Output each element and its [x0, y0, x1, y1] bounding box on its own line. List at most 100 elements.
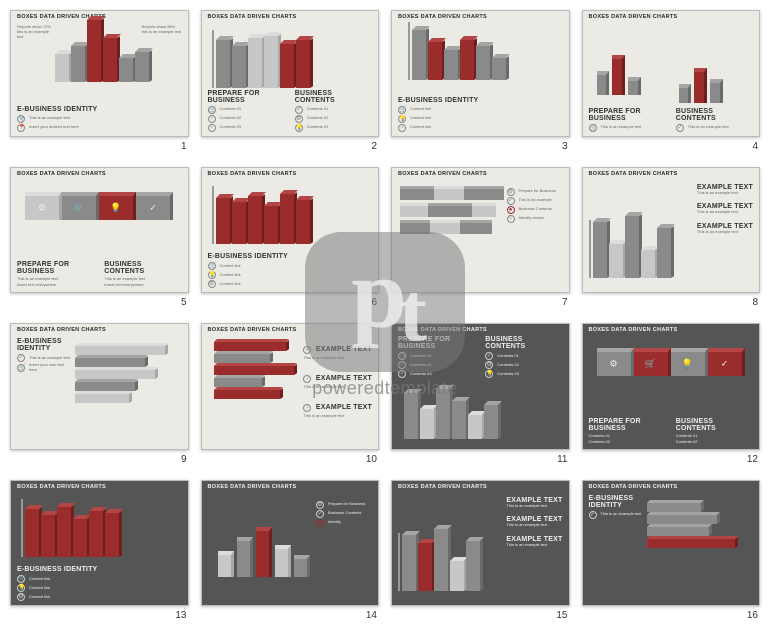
section-list: ✓ This is an example text [676, 124, 753, 132]
slide-title: BOXES DATA DRIVEN CHARTS [17, 484, 106, 490]
list-text: This is an example text [688, 125, 729, 130]
slide-6[interactable]: BOXES DATA DRIVEN CHARTSE-BUSINESS IDENT… [201, 167, 380, 294]
bar [420, 409, 434, 439]
chart-area [593, 216, 671, 278]
bar [468, 415, 482, 439]
bar [460, 40, 474, 80]
section-heading: E-BUSINESS IDENTITY [17, 106, 182, 113]
slide-title: BOXES DATA DRIVEN CHARTS [589, 327, 678, 333]
list-text: Contents 03 [307, 125, 329, 130]
bar [280, 44, 294, 88]
female-icon: ♀ [507, 215, 515, 223]
sections: E-BUSINESS IDENTITY🛒Content link💡Content… [17, 566, 182, 601]
list-text: Contents 02 [410, 363, 432, 368]
slide-8[interactable]: BOXES DATA DRIVEN CHARTSEXAMPLE TEXT Thi… [582, 167, 761, 294]
slide-number: 11 [557, 454, 567, 465]
list-item: 📎This is an example text [17, 115, 182, 123]
section-list: 📎This is an example text📍Insert your des… [17, 115, 182, 132]
slide-cell-1: BOXES DATA DRIVEN CHARTSReports show 72%… [10, 10, 189, 151]
stack-seg [428, 203, 472, 217]
check-icon: ✓ [589, 511, 597, 519]
list-item: ✓Contents 01 [485, 352, 562, 360]
sections: E-BUSINESS IDENTITY✓This is an example t… [17, 338, 71, 373]
slide-number: 14 [366, 610, 377, 621]
slide-title: BOXES DATA DRIVEN CHARTS [398, 14, 487, 20]
slide-9[interactable]: BOXES DATA DRIVEN CHARTSE-BUSINESS IDENT… [10, 323, 189, 450]
slide-10[interactable]: BOXES DATA DRIVEN CHARTS✓ EXAMPLE TEXT T… [201, 323, 380, 450]
list-text: Contents 02 [307, 116, 329, 121]
list-text: Content link [220, 264, 241, 269]
bar [55, 54, 69, 82]
bar [119, 58, 133, 82]
example-line: This is an example text [506, 523, 562, 528]
check-icon: ✓ [295, 106, 303, 114]
list-item: ⚙ Contents 02 [295, 115, 372, 123]
slide-number: 3 [562, 141, 568, 152]
box-segment: ✓ [708, 348, 745, 376]
section-heading: PREPARE FOR BUSINESS [589, 108, 666, 122]
slide-1[interactable]: BOXES DATA DRIVEN CHARTSReports show 72%… [10, 10, 189, 137]
slide-2[interactable]: BOXES DATA DRIVEN CHARTSPREPARE FOR BUSI… [201, 10, 380, 137]
bar [264, 36, 278, 88]
list-text: Content link [410, 116, 431, 121]
cart-icon: 🛒 [645, 359, 656, 370]
slide-3[interactable]: BOXES DATA DRIVEN CHARTS E-BUSINESS IDENT… [391, 10, 570, 137]
bar [25, 509, 39, 557]
slide-5[interactable]: BOXES DATA DRIVEN CHARTS⚙🛒💡✓PREPARE FOR … [10, 167, 189, 294]
hbar [214, 366, 294, 375]
section-list: ✓This is an example text [589, 511, 643, 519]
list-text: Insert text everywhere [17, 283, 56, 288]
sections: E-BUSINESS IDENTITY🛒Content link💡Content… [208, 253, 373, 288]
gear-icon: ⚙ [208, 280, 216, 288]
section-heading: E-BUSINESS IDENTITY [208, 253, 373, 260]
chart-area [25, 507, 119, 557]
slide-11[interactable]: BOXES DATA DRIVEN CHARTSPREPARE FOR BUSI… [391, 323, 570, 450]
sections: PREPARE FOR BUSINESS🛒This is an example … [589, 108, 754, 132]
slide-number: 1 [181, 141, 187, 152]
slide-cell-9: BOXES DATA DRIVEN CHARTSE-BUSINESS IDENT… [10, 323, 189, 464]
slide-14[interactable]: BOXES DATA DRIVEN CHARTS⚙Prepare for Bus… [201, 480, 380, 607]
section-heading: E-BUSINESS IDENTITY [398, 97, 563, 104]
step-bar [294, 555, 310, 577]
slide-title: BOXES DATA DRIVEN CHARTS [398, 484, 487, 490]
list-text: Content link [220, 282, 241, 287]
slide-16[interactable]: BOXES DATA DRIVEN CHARTSE-BUSINESS IDENT… [582, 480, 761, 607]
stack-seg [460, 220, 492, 234]
list-text: Content link [410, 125, 431, 130]
bar [248, 38, 262, 88]
gear-icon: ⚙ [295, 115, 303, 123]
list-item: Contents 02 [589, 440, 666, 445]
slide-15[interactable]: BOXES DATA DRIVEN CHARTSEXAMPLE TEXT Thi… [391, 480, 570, 607]
list-text: Contents 01 [307, 107, 329, 112]
male-icon: ♂ [208, 115, 216, 123]
list-text: Insert text everywhere [104, 283, 143, 288]
slide-13[interactable]: BOXES DATA DRIVEN CHARTS E-BUSINESS IDENT… [10, 480, 189, 607]
step-bar [710, 79, 723, 103]
left-note: Reports show 72% this is an example text [17, 25, 53, 39]
step-bar [256, 527, 272, 577]
bar [402, 535, 416, 591]
list-item: ⚙Content link [17, 593, 182, 601]
list-item: ⚙Contents 02 [485, 361, 562, 369]
slide-7[interactable]: BOXES DATA DRIVEN CHARTS⚙Prepare for Bus… [391, 167, 570, 294]
male-icon: ♂ [303, 375, 311, 383]
slide-4[interactable]: BOXES DATA DRIVEN CHARTSPREPARE FOR BUSI… [582, 10, 761, 137]
slide-12[interactable]: BOXES DATA DRIVEN CHARTS⚙🛒💡✓PREPARE FOR … [582, 323, 761, 450]
list-text: This is an example text [601, 125, 642, 130]
hbar [647, 503, 701, 512]
section-heading: PREPARE FOR BUSINESS [589, 418, 666, 432]
list-item: ●Identity [316, 519, 372, 527]
check-icon: ✓ [676, 124, 684, 132]
hbar [75, 382, 135, 391]
check-icon: ✓ [149, 202, 157, 213]
list-item: ⚙ Content link [208, 280, 373, 288]
section: BUSINESS CONTENTSThis is an example text… [104, 261, 181, 288]
hbar [214, 354, 270, 363]
box-segment: 🛒 [634, 348, 671, 376]
section: E-BUSINESS IDENTITY✓This is an example t… [17, 338, 71, 373]
stack-seg [472, 203, 496, 217]
bulb-icon: 💡 [110, 202, 121, 213]
thumbnail-grid: BOXES DATA DRIVEN CHARTS Reports show 72%… [10, 10, 760, 620]
bar [412, 30, 426, 80]
list-text: Business Contents [519, 207, 552, 212]
